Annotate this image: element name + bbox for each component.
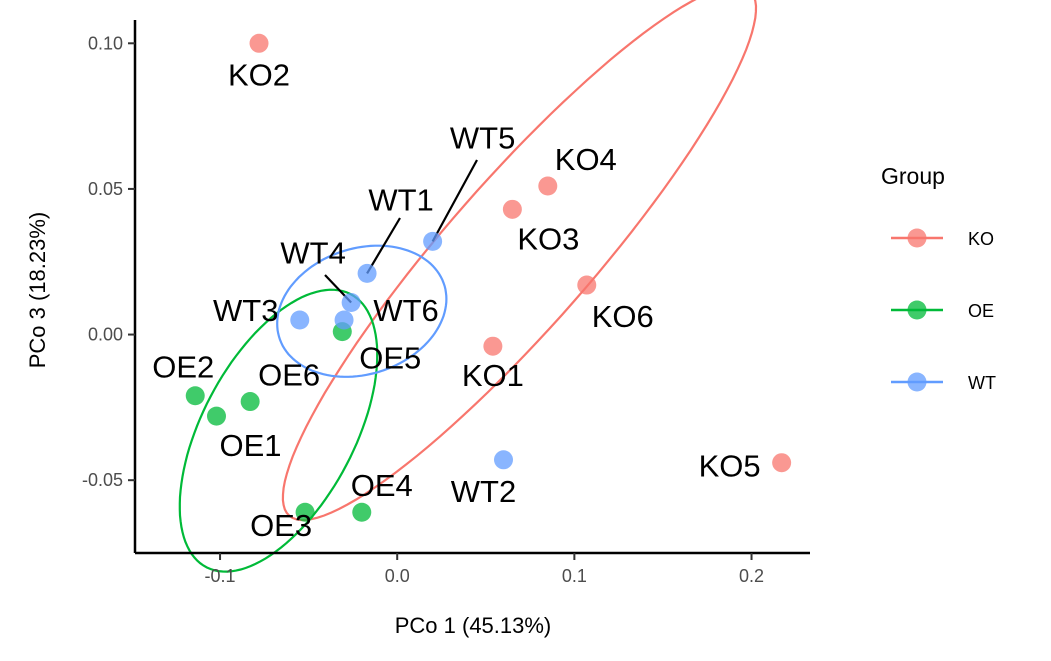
- point-wt1: [357, 263, 377, 283]
- point-oe2: [185, 386, 205, 406]
- legend-label-ko: KO: [968, 229, 994, 249]
- data-points: [185, 33, 792, 522]
- point-ko5: [772, 453, 792, 473]
- leader-line-wt5: [431, 159, 478, 242]
- point-label-wt6: WT6: [373, 293, 438, 328]
- confidence-ellipses: [178, 0, 758, 573]
- point-ko3: [502, 199, 522, 219]
- axis-ticks: -0.1 0.0 0.1 0.2 -0.05 0.00 0.05 0.10: [82, 33, 764, 586]
- y-tick-label: 0.00: [88, 325, 123, 345]
- point-label-wt5: WT5: [450, 120, 515, 155]
- x-tick-label: 0.1: [562, 566, 587, 586]
- x-tick-label: 0.0: [385, 566, 410, 586]
- point-label-ko2: KO2: [228, 57, 290, 92]
- legend-label-oe: OE: [968, 301, 994, 321]
- point-label-wt2: WT2: [451, 474, 516, 509]
- point-label-oe1: OE1: [219, 428, 281, 463]
- axes: [133, 20, 810, 555]
- point-ko6: [577, 275, 597, 295]
- x-tick-label: 0.2: [739, 566, 764, 586]
- point-wt3: [290, 310, 310, 330]
- point-label-oe6: OE6: [258, 358, 320, 393]
- y-axis-title: PCo 3 (18.23%): [25, 212, 50, 369]
- point-label-oe5: OE5: [359, 341, 421, 376]
- legend: Group KO OE WT: [881, 163, 996, 393]
- legend-key-point-wt: [907, 372, 927, 392]
- point-wt5: [423, 231, 443, 251]
- point-oe4: [352, 502, 372, 522]
- point-label-ko1: KO1: [462, 358, 524, 393]
- point-label-oe4: OE4: [351, 468, 413, 503]
- point-label-wt3: WT3: [213, 293, 278, 328]
- point-label-ko4: KO4: [555, 142, 617, 177]
- point-label-oe3: OE3: [250, 508, 312, 543]
- legend-key-point-ko: [907, 228, 927, 248]
- point-label-wt4: WT4: [280, 236, 345, 271]
- legend-label-wt: WT: [968, 373, 996, 393]
- point-ko2: [249, 33, 269, 53]
- point-label-ko3: KO3: [517, 221, 579, 256]
- point-label-wt1: WT1: [368, 182, 433, 217]
- leader-line-wt1: [366, 217, 401, 274]
- ellipse-ko: [281, 0, 758, 522]
- point-oe3: [295, 502, 315, 522]
- x-tick-label: -0.1: [205, 566, 236, 586]
- point-wt2: [494, 450, 514, 470]
- legend-title: Group: [881, 163, 945, 189]
- y-tick-label: 0.10: [88, 33, 123, 53]
- point-label-oe2: OE2: [152, 350, 214, 385]
- y-tick-label: -0.05: [82, 470, 123, 490]
- point-oe1: [206, 406, 226, 426]
- point-wt6: [334, 310, 354, 330]
- point-wt4: [341, 293, 361, 313]
- point-oe6: [240, 392, 260, 412]
- point-label-ko6: KO6: [592, 299, 654, 334]
- point-ko1: [483, 336, 503, 356]
- ellipse-oe: [178, 288, 379, 573]
- legend-key-point-oe: [907, 300, 927, 320]
- point-labels: KO1 KO2 KO3 KO4 KO5 KO6 OE1 OE2 OE3 OE4 OE5 OE6 WT1 W…: [152, 57, 760, 543]
- x-axis-title: PCo 1 (45.13%): [395, 613, 552, 638]
- y-tick-label: 0.05: [88, 179, 123, 199]
- ellipse-wt: [276, 244, 448, 378]
- point-label-ko5: KO5: [699, 449, 761, 484]
- point-ko4: [538, 176, 558, 196]
